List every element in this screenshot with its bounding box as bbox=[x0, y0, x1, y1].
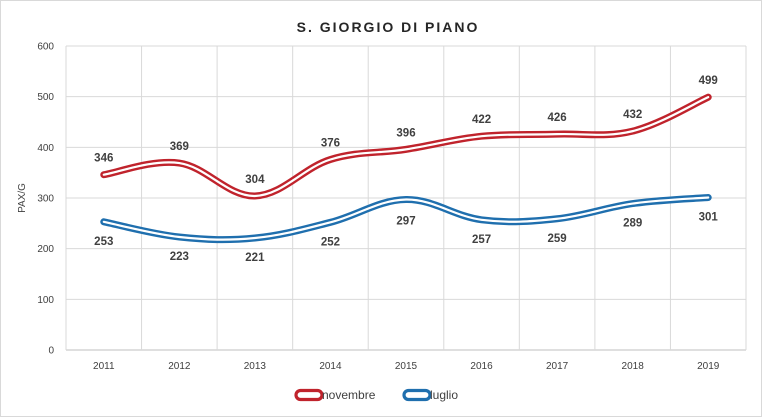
y-tick-label: 100 bbox=[37, 295, 54, 306]
data-label: 346 bbox=[94, 153, 113, 165]
x-tick-label: 2014 bbox=[319, 361, 342, 372]
legend-label-luglio: luglio bbox=[430, 388, 458, 402]
data-label: 369 bbox=[170, 141, 189, 153]
legend-label-novembre: novembre bbox=[322, 388, 376, 402]
series-line-novembre bbox=[100, 93, 712, 200]
data-label: 223 bbox=[170, 251, 189, 263]
y-tick-label: 600 bbox=[37, 42, 54, 53]
data-label: 499 bbox=[699, 75, 718, 87]
x-tick-label: 2012 bbox=[168, 361, 191, 372]
x-tick-label: 2011 bbox=[93, 361, 115, 372]
data-label: 221 bbox=[245, 252, 265, 264]
y-tick-label: 500 bbox=[37, 92, 54, 103]
data-label: 376 bbox=[321, 137, 340, 149]
legend-swatch-novembre bbox=[294, 388, 324, 402]
x-tick-label: 2017 bbox=[546, 361, 569, 372]
data-label: 426 bbox=[548, 112, 567, 124]
x-tick-label: 2016 bbox=[470, 361, 493, 372]
data-label: 297 bbox=[396, 216, 415, 228]
data-label: 432 bbox=[623, 109, 642, 121]
data-label: 253 bbox=[94, 236, 113, 248]
y-axis-label: PAX/G bbox=[17, 183, 28, 213]
x-tick-label: 2018 bbox=[622, 361, 645, 372]
series-line-inner-luglio bbox=[102, 196, 710, 241]
data-label: 396 bbox=[396, 127, 415, 139]
x-tick-label: 2019 bbox=[697, 361, 720, 372]
x-tick-label: 2015 bbox=[395, 361, 418, 372]
y-tick-label: 200 bbox=[37, 244, 54, 255]
data-label: 422 bbox=[472, 114, 491, 126]
y-tick-label: 300 bbox=[37, 194, 54, 205]
y-tick-label: 0 bbox=[48, 346, 54, 357]
legend-swatch-luglio bbox=[402, 388, 432, 402]
data-label: 252 bbox=[321, 236, 340, 248]
data-label: 301 bbox=[699, 211, 719, 223]
data-label: 257 bbox=[472, 234, 491, 246]
chart-title: S. GIORGIO DI PIANO bbox=[297, 19, 480, 35]
series-line-inner-novembre bbox=[102, 96, 710, 198]
data-label: 304 bbox=[245, 174, 265, 186]
data-label: 259 bbox=[548, 233, 567, 245]
y-tick-label: 400 bbox=[37, 143, 54, 154]
x-tick-label: 2013 bbox=[244, 361, 267, 372]
data-label: 289 bbox=[623, 218, 642, 230]
